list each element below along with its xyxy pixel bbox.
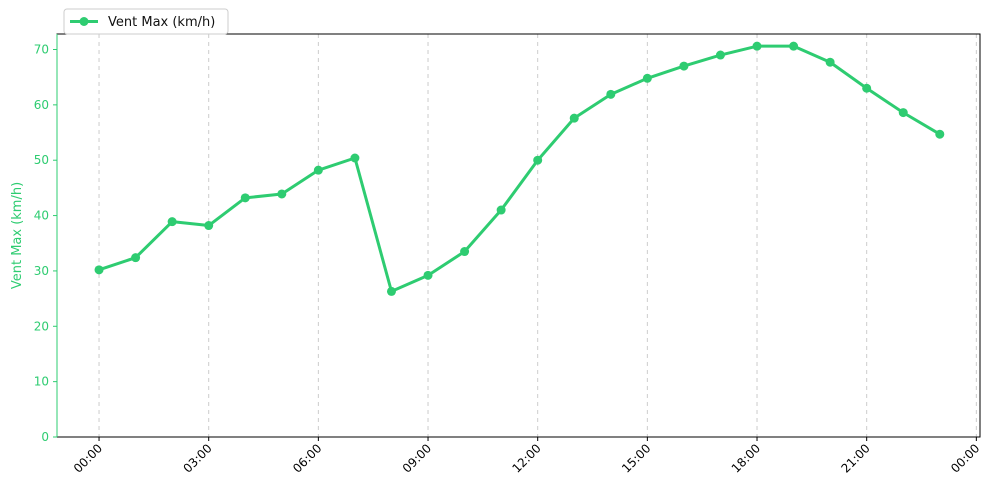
data-point-0-6 [313, 165, 323, 175]
legend-label: Vent Max (km/h) [108, 15, 215, 30]
x-tick-label-2: 06:00 [290, 441, 324, 475]
x-axis-ticks: 00:00 03:00 06:00 09:00 12:00 15:00 18:00 21:00… [71, 437, 982, 476]
data-point-0-13 [569, 113, 579, 123]
data-point-0-15 [642, 73, 652, 83]
data-point-0-16 [679, 61, 689, 71]
data-point-0-22 [898, 108, 908, 118]
series-layer [94, 41, 945, 296]
data-point-0-10 [460, 247, 470, 257]
x-tick-label-1: 03:00 [180, 441, 214, 475]
x-tick-label-7: 21:00 [838, 441, 872, 475]
y-tick-label-7: 70 [34, 43, 49, 57]
y-tick-label-6: 60 [34, 98, 49, 112]
data-point-0-0 [94, 265, 104, 275]
data-point-0-12 [533, 155, 543, 165]
y-tick-label-0: 0 [41, 430, 49, 444]
x-tick-label-5: 15:00 [619, 441, 653, 475]
data-point-0-20 [825, 57, 835, 67]
y-tick-label-3: 30 [34, 264, 49, 278]
y-tick-label-1: 10 [34, 375, 49, 389]
x-tick-label-8: 00:00 [948, 441, 982, 475]
x-tick-label-6: 18:00 [729, 441, 763, 475]
data-point-0-1 [131, 253, 141, 263]
legend[interactable]: Vent Max (km/h) [63, 8, 229, 35]
data-point-0-9 [423, 270, 433, 280]
y-tick-label-4: 40 [34, 209, 49, 223]
legend-marker [79, 17, 89, 26]
y-axis-ticks: 0 10 20 30 40 50 60 70 [34, 43, 57, 444]
y-axis-title: Vent Max (km/h) [10, 182, 25, 289]
data-point-0-14 [606, 89, 616, 99]
legend-box [63, 8, 229, 35]
data-point-0-2 [167, 217, 177, 227]
data-point-0-18 [752, 41, 762, 51]
series-line-0 [97, 44, 942, 293]
plot-area [56, 33, 981, 438]
y-tick-label-5: 50 [34, 153, 49, 167]
data-point-0-19 [789, 41, 799, 51]
data-point-0-3 [204, 221, 214, 231]
y-tick-label-2: 20 [34, 319, 49, 333]
data-point-0-7 [350, 153, 360, 163]
data-point-0-11 [496, 205, 506, 215]
x-tick-label-3: 09:00 [400, 441, 434, 475]
data-point-0-4 [240, 193, 250, 203]
data-point-0-8 [386, 286, 396, 296]
data-point-0-17 [715, 50, 725, 60]
data-point-0-21 [862, 83, 872, 93]
x-tick-label-4: 12:00 [509, 441, 543, 475]
grid-lines [98, 34, 977, 437]
data-point-0-5 [277, 189, 287, 199]
data-point-0-23 [935, 129, 945, 139]
x-tick-label-0: 00:00 [71, 441, 105, 475]
